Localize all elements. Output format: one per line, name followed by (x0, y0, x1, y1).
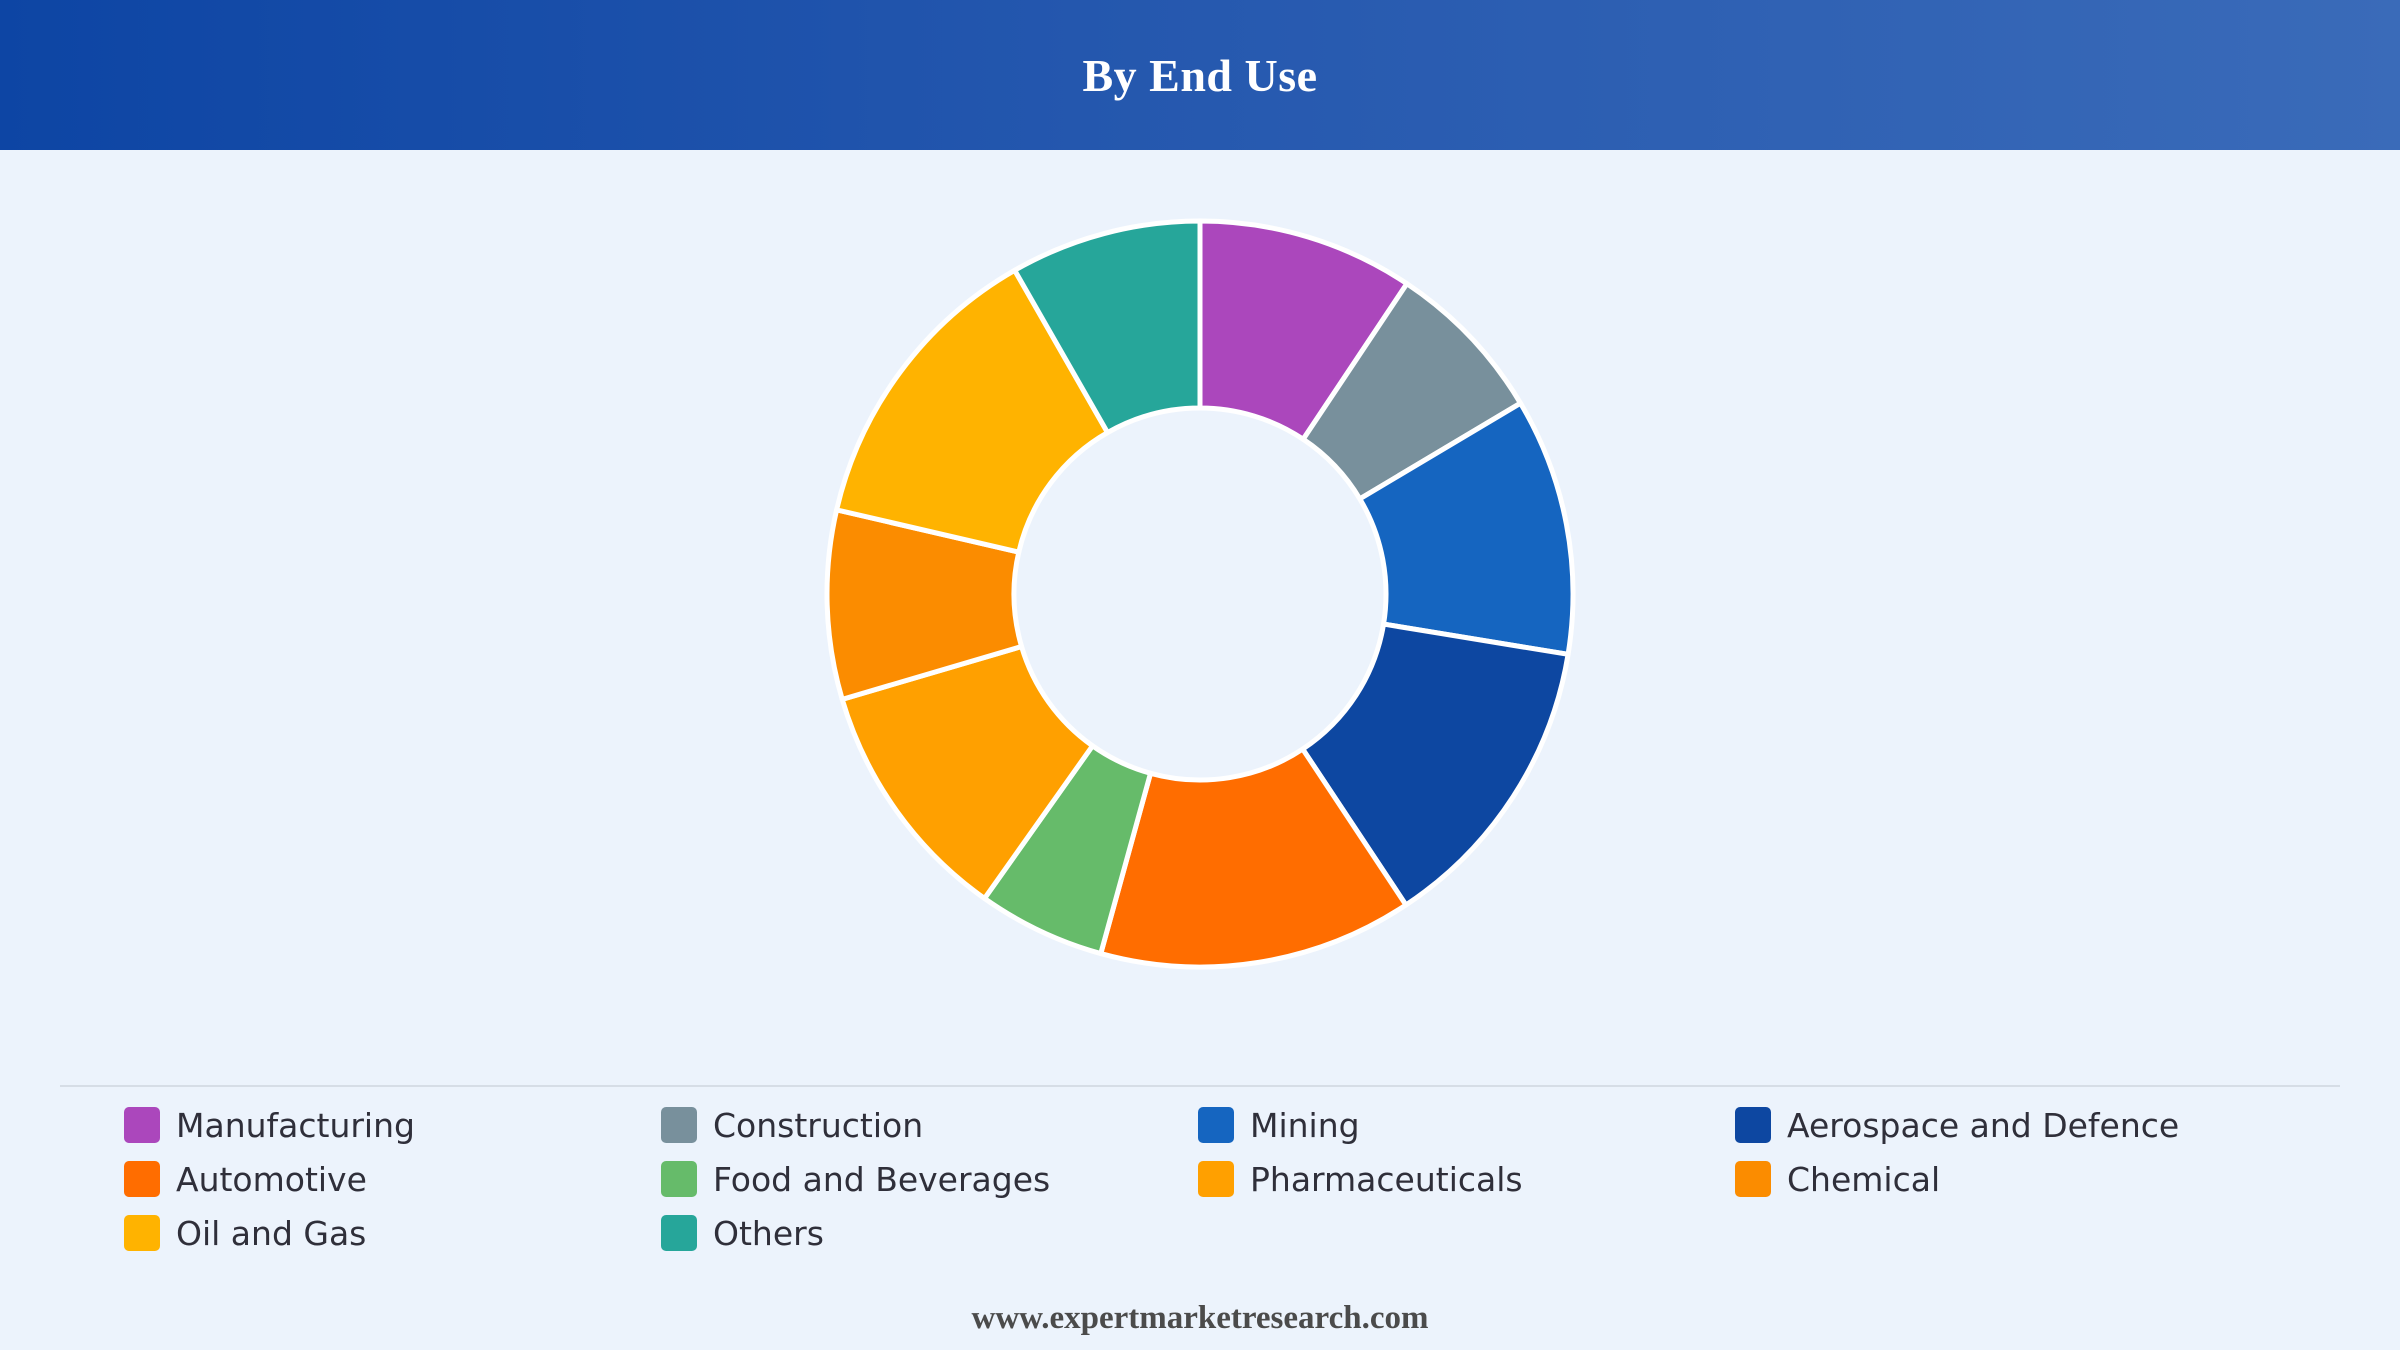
legend-item-food-and-beverages: Food and Beverages (661, 1152, 1198, 1206)
legend-label: Mining (1250, 1105, 1360, 1145)
legend-swatch (1198, 1161, 1234, 1197)
legend-label: Oil and Gas (176, 1213, 367, 1253)
slice-oil-and-gas (834, 267, 1111, 555)
legend-swatch (1735, 1107, 1771, 1143)
legend-swatch (661, 1107, 697, 1143)
legend-label: Automotive (176, 1159, 367, 1199)
legend-item-manufacturing: Manufacturing (124, 1098, 661, 1152)
legend-swatch (1198, 1107, 1234, 1143)
chart-title: By End Use (1082, 49, 1318, 101)
legend-swatch (661, 1215, 697, 1251)
slice-aerospace-and-defence (1300, 621, 1571, 908)
legend-item-oil-and-gas: Oil and Gas (124, 1206, 661, 1260)
legend-swatch (124, 1107, 160, 1143)
legend-label: Food and Beverages (713, 1159, 1051, 1199)
legend-swatch (1735, 1161, 1771, 1197)
chart-header: By End Use (0, 0, 2400, 150)
slice-pharmaceuticals (839, 644, 1096, 901)
legend-item-automotive: Automotive (124, 1152, 661, 1206)
legend-divider (60, 1085, 2340, 1087)
legend-item-construction: Construction (661, 1098, 1198, 1152)
legend-item-pharmaceuticals: Pharmaceuticals (1198, 1152, 1735, 1206)
legend-swatch (124, 1161, 160, 1197)
chart-area (0, 150, 2400, 1070)
slice-mining (1357, 400, 1576, 657)
legend-label: Chemical (1787, 1159, 1941, 1199)
legend-item-others: Others (661, 1206, 1198, 1260)
legend-item-aerospace-and-defence: Aerospace and Defence (1735, 1098, 2272, 1152)
source-footer: www.expertmarketresearch.com (971, 1300, 1429, 1336)
donut-chart (824, 218, 1576, 970)
legend-label: Others (713, 1213, 824, 1253)
slice-others (1012, 218, 1203, 436)
legend-item-mining: Mining (1198, 1098, 1735, 1152)
legend-label: Pharmaceuticals (1250, 1159, 1523, 1199)
legend-item-chemical: Chemical (1735, 1152, 2272, 1206)
legend-label: Manufacturing (176, 1105, 415, 1145)
legend-label: Aerospace and Defence (1787, 1105, 2180, 1145)
chart-legend: Manufacturing Construction Mining Aerospace… (124, 1098, 2324, 1260)
legend-label: Construction (713, 1105, 924, 1145)
legend-swatch (124, 1215, 160, 1251)
slice-automotive (1098, 746, 1409, 970)
legend-swatch (661, 1161, 697, 1197)
